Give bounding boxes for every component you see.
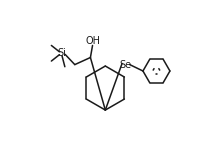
Text: OH: OH (85, 36, 100, 46)
Text: Se: Se (120, 60, 132, 70)
Text: Si: Si (57, 48, 66, 58)
